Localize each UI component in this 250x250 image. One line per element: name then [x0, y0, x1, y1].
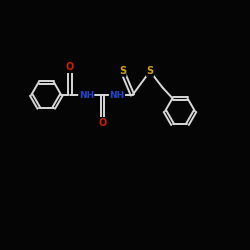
Text: S: S	[146, 66, 154, 76]
Text: NH: NH	[110, 90, 124, 100]
Text: S: S	[119, 66, 126, 76]
Text: O: O	[98, 118, 106, 128]
Text: O: O	[66, 62, 74, 72]
Text: NH: NH	[78, 90, 94, 100]
